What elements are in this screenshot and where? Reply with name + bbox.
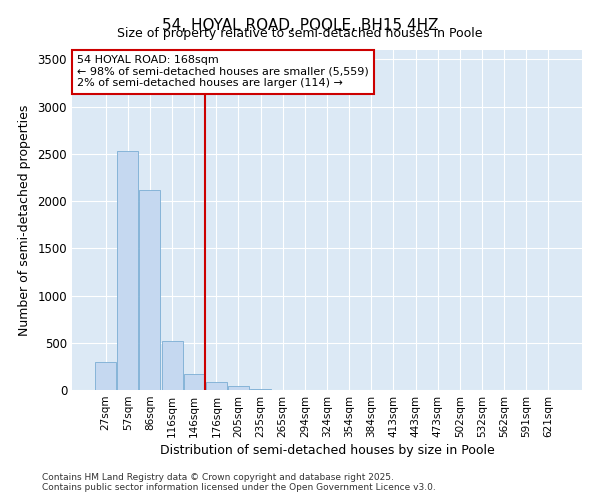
Bar: [95, 362, 116, 390]
Text: Size of property relative to semi-detached houses in Poole: Size of property relative to semi-detach…: [117, 28, 483, 40]
Text: 54, HOYAL ROAD, POOLE, BH15 4HZ: 54, HOYAL ROAD, POOLE, BH15 4HZ: [162, 18, 438, 32]
Y-axis label: Number of semi-detached properties: Number of semi-detached properties: [17, 104, 31, 336]
Text: 54 HOYAL ROAD: 168sqm
← 98% of semi-detached houses are smaller (5,559)
2% of se: 54 HOYAL ROAD: 168sqm ← 98% of semi-deta…: [77, 55, 369, 88]
Bar: [118, 151, 139, 390]
Text: Contains HM Land Registry data © Crown copyright and database right 2025.
Contai: Contains HM Land Registry data © Crown c…: [42, 473, 436, 492]
Bar: [139, 190, 160, 390]
Bar: [228, 386, 249, 390]
Bar: [250, 389, 271, 390]
X-axis label: Distribution of semi-detached houses by size in Poole: Distribution of semi-detached houses by …: [160, 444, 494, 457]
Bar: [161, 341, 182, 390]
Bar: [184, 374, 205, 390]
Bar: [206, 382, 227, 390]
